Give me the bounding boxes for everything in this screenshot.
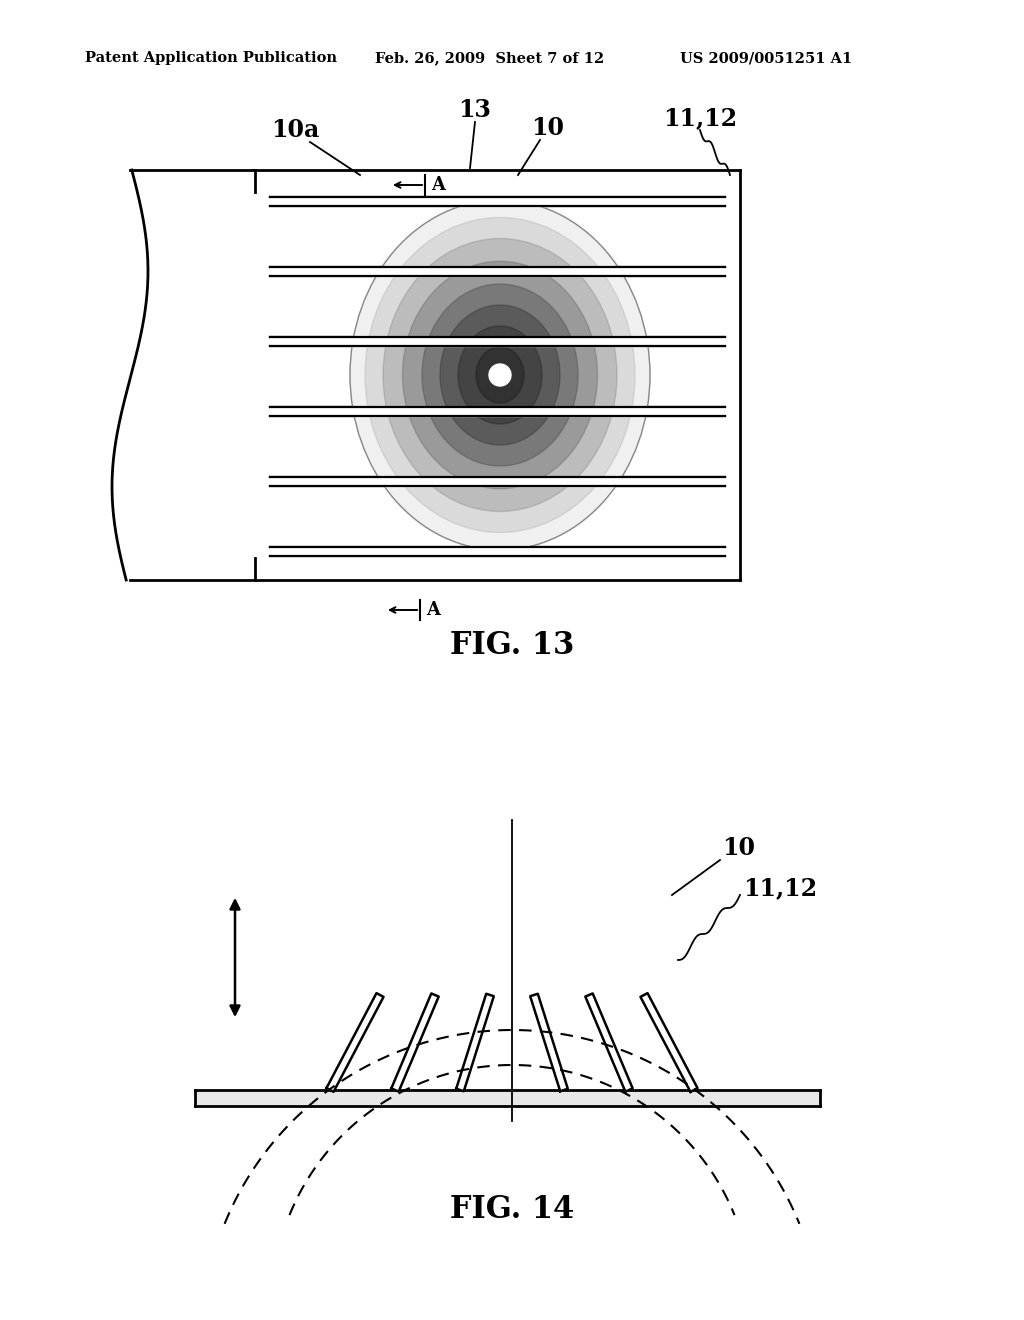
Ellipse shape (489, 364, 511, 385)
Ellipse shape (350, 201, 650, 550)
Polygon shape (327, 993, 384, 1092)
Polygon shape (270, 407, 725, 416)
Text: 11,12: 11,12 (663, 106, 737, 129)
Text: A: A (426, 601, 440, 619)
Polygon shape (391, 994, 438, 1092)
Polygon shape (270, 267, 725, 276)
Polygon shape (456, 994, 494, 1092)
Text: 13: 13 (459, 98, 492, 121)
Polygon shape (270, 267, 725, 276)
Polygon shape (270, 546, 725, 556)
Text: FIG. 14: FIG. 14 (450, 1195, 574, 1225)
Text: 10a: 10a (271, 117, 319, 143)
Ellipse shape (422, 284, 578, 466)
Polygon shape (270, 197, 725, 206)
Ellipse shape (458, 326, 542, 424)
Ellipse shape (365, 218, 635, 532)
Polygon shape (270, 337, 725, 346)
Polygon shape (640, 993, 697, 1092)
Ellipse shape (476, 347, 524, 403)
Polygon shape (586, 994, 633, 1092)
Text: Patent Application Publication: Patent Application Publication (85, 51, 337, 65)
Ellipse shape (383, 239, 617, 511)
Polygon shape (270, 477, 725, 486)
Polygon shape (270, 197, 725, 206)
Polygon shape (270, 407, 725, 416)
Text: 10: 10 (722, 836, 755, 861)
Text: US 2009/0051251 A1: US 2009/0051251 A1 (680, 51, 852, 65)
Text: A: A (431, 176, 445, 194)
Text: FIG. 13: FIG. 13 (450, 630, 574, 660)
Polygon shape (270, 477, 725, 486)
Polygon shape (195, 1090, 820, 1106)
Polygon shape (530, 994, 568, 1092)
Text: Feb. 26, 2009  Sheet 7 of 12: Feb. 26, 2009 Sheet 7 of 12 (375, 51, 604, 65)
Text: 10: 10 (531, 116, 564, 140)
Ellipse shape (402, 261, 597, 488)
Polygon shape (270, 337, 725, 346)
Text: 11,12: 11,12 (743, 876, 817, 900)
Ellipse shape (440, 305, 560, 445)
Polygon shape (270, 546, 725, 556)
Ellipse shape (350, 201, 650, 550)
